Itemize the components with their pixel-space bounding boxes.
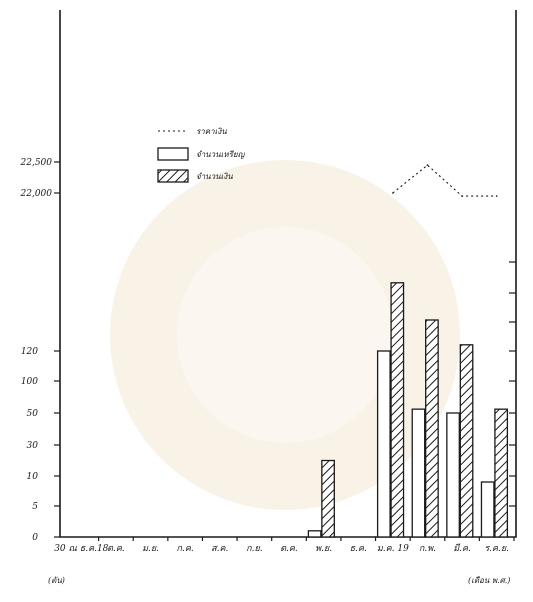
plot-frame (59, 10, 517, 538)
bar-plain (307, 530, 322, 538)
x-tick-label: ต.ค. (107, 544, 125, 554)
price-point (426, 164, 429, 166)
price-line-group (392, 164, 498, 197)
y-tick-label: 50 (27, 409, 39, 419)
x-tick-label: ร.ค.ย. (484, 544, 509, 554)
y-tick-label: 120 (21, 347, 38, 357)
bars-group (307, 282, 509, 538)
y-tick-upper-label: 22,000 (20, 189, 53, 199)
bar-plain (480, 481, 495, 538)
bar-plain (411, 408, 426, 538)
y-tick-label: 10 (27, 472, 39, 482)
y-tick-label: 100 (21, 377, 38, 387)
x-tick-label: ธ.ค. (350, 544, 367, 554)
legend: ราคาเงิน จำนวนเหรียญ จำนวนเงิน (157, 127, 246, 183)
y-unit-label: (ตัน) (48, 576, 65, 585)
legend-label-plain: จำนวนเหรียญ (196, 150, 246, 159)
bar-hatched (494, 408, 509, 538)
bar-hatched (321, 459, 335, 538)
x-tick-label: ก.ย. (246, 544, 263, 554)
x-tick-label: พ.ย. (315, 544, 332, 554)
bar-plain (446, 412, 460, 538)
x-unit-label: (เดือน พ.ศ.) (468, 576, 510, 585)
x-tick-label: ม.ย. (142, 544, 159, 554)
legend-label-dotted: ราคาเงิน (196, 127, 227, 136)
price-point (392, 192, 394, 194)
legend-label-hatched: จำนวนเงิน (196, 172, 233, 181)
x-tick-label: ม.ค. 19 (377, 544, 409, 554)
x-tick-label: ต.ค. (280, 544, 298, 554)
legend-swatch-plain (157, 147, 189, 161)
y-tick-upper-label: 22,500 (20, 158, 53, 168)
x-tick-label: ส.ค. (211, 544, 228, 554)
x-tick-label: ก.ค. (177, 544, 194, 554)
price-point (461, 195, 463, 197)
legend-swatch-hatched (157, 169, 189, 183)
bar-hatched (390, 282, 405, 538)
bar-hatched (459, 344, 474, 538)
price-point (495, 195, 498, 197)
x-tick-label: ก.พ. (419, 544, 436, 554)
bar-plain (376, 350, 391, 538)
y-tick-label: 5 (32, 502, 38, 512)
y-tick-label: 30 (27, 441, 39, 451)
y-tick-label: 0 (32, 533, 38, 543)
bar-hatched (425, 319, 439, 538)
x-tick-label: มี.ค. (453, 543, 471, 554)
watermark-seal (110, 160, 460, 510)
x-tick-label: 30 ณ ธ.ค.18 (54, 544, 108, 554)
